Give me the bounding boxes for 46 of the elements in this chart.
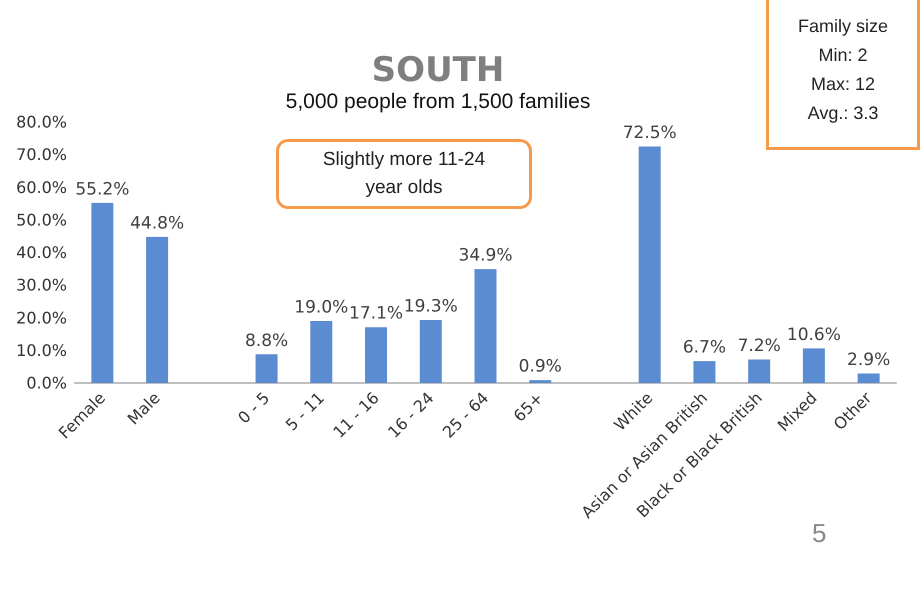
- data-label: 17.1%: [349, 304, 404, 324]
- y-tick-label: 50.0%: [16, 210, 67, 230]
- x-tick-label: 11 - 16: [329, 388, 383, 442]
- data-label: 0.9%: [518, 356, 562, 377]
- x-tick-label: 25 - 64: [438, 388, 492, 442]
- bar: [146, 236, 168, 383]
- chart-title: SOUTH: [372, 50, 504, 90]
- y-tick-label: 0.0%: [26, 374, 67, 392]
- data-label: 19.0%: [294, 298, 348, 318]
- data-label: 6.7%: [682, 338, 726, 358]
- y-tick-label: 10.0%: [16, 340, 67, 360]
- bar: [310, 321, 332, 383]
- x-tick-label: 5 - 11: [282, 388, 328, 435]
- data-label: 19.3%: [404, 296, 458, 317]
- bar: [748, 360, 770, 383]
- data-label: 44.8%: [130, 213, 184, 234]
- data-label: 10.6%: [786, 324, 841, 345]
- data-label: 8.8%: [244, 330, 288, 351]
- x-tick-label: 16 - 24: [384, 388, 438, 442]
- data-label: 34.9%: [458, 246, 513, 266]
- bar: [858, 374, 880, 383]
- info-box: Family size Min: 2 Max: 12 Avg.: 3.3: [766, 0, 920, 150]
- bar: [638, 146, 661, 383]
- data-label: 2.9%: [847, 350, 890, 370]
- note-box: Slightly more 11-24 year olds: [276, 139, 532, 209]
- chart-subtitle: 5,000 people from 1,500 families: [286, 90, 590, 113]
- bar: [802, 348, 825, 383]
- y-tick-label: 40.0%: [16, 243, 67, 262]
- y-tick-label: 30.0%: [16, 276, 67, 295]
- text: 5: [812, 518, 826, 549]
- x-tick-label: 0 - 5: [234, 388, 274, 428]
- bar: [693, 361, 716, 383]
- y-tick-label: 80.0%: [16, 112, 67, 132]
- data-label: 55.2%: [75, 179, 130, 200]
- bar: [256, 354, 278, 383]
- bar: [91, 202, 114, 383]
- y-tick-label: 20.0%: [16, 308, 67, 328]
- bar: [529, 380, 552, 383]
- bar: [365, 327, 388, 383]
- bar: [420, 320, 442, 383]
- data-label: 7.2%: [738, 336, 781, 356]
- x-tick-label: 65+: [510, 388, 547, 426]
- data-label: 72.5%: [622, 122, 677, 143]
- y-tick-label: 60.0%: [16, 178, 67, 197]
- bar: [474, 269, 496, 383]
- y-tick-label: 70.0%: [16, 145, 67, 164]
